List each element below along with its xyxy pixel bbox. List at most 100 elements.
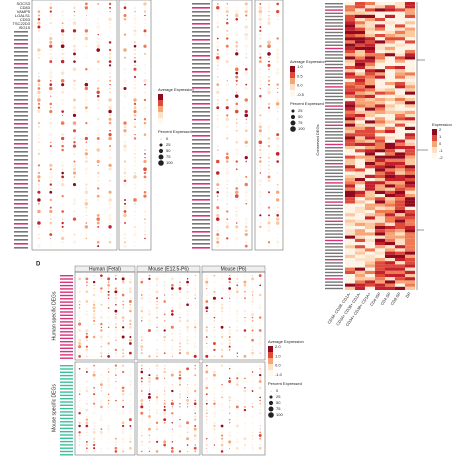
heat-cell [355, 162, 365, 166]
gene-label-line [192, 63, 210, 65]
dot [101, 425, 102, 427]
heat-cell [355, 251, 365, 255]
dot [259, 53, 262, 55]
heat-cell [395, 258, 405, 262]
gene-label-line [325, 243, 343, 245]
dot [101, 377, 102, 379]
dot [85, 49, 87, 51]
colorbar-tick: 0 [439, 141, 442, 146]
dot [93, 377, 95, 380]
dot [178, 342, 181, 345]
dot [140, 418, 143, 421]
dot [205, 443, 208, 447]
dot [123, 6, 127, 10]
dot [85, 339, 88, 342]
dot [107, 290, 110, 293]
dot [213, 393, 216, 396]
heat-cell [345, 286, 355, 290]
heat-cell [385, 69, 395, 73]
size-key [268, 412, 274, 418]
dot [121, 370, 125, 374]
heat-cell [365, 274, 375, 278]
dot [164, 387, 166, 389]
gene-label-line [60, 381, 73, 383]
dot [178, 339, 182, 342]
heat-cell [395, 66, 405, 70]
dot [251, 446, 254, 450]
dot [86, 441, 88, 443]
heat-cell [385, 267, 395, 271]
dot [49, 44, 53, 48]
legend-title: Percent Expressed [268, 381, 302, 386]
heat-cell [365, 94, 375, 98]
heat-cell [345, 8, 355, 12]
dot [144, 72, 146, 74]
dot [100, 434, 103, 437]
dot [276, 245, 279, 247]
dot [84, 136, 88, 141]
dot [194, 291, 196, 293]
dot [78, 408, 82, 412]
dot [93, 387, 95, 389]
dot [78, 367, 81, 370]
dot [171, 281, 173, 283]
dot [275, 240, 280, 245]
dot [79, 307, 81, 309]
dot [236, 339, 239, 342]
dot [156, 310, 159, 313]
dot [170, 373, 174, 377]
dot [228, 364, 231, 367]
dot [276, 206, 279, 209]
heat-cell [405, 14, 415, 18]
dot [243, 399, 247, 403]
dot [49, 145, 52, 148]
dot [179, 396, 181, 399]
dot [85, 335, 89, 339]
dot [48, 71, 53, 75]
dot [225, 179, 229, 183]
heat-cell [355, 245, 365, 249]
gene-label-line [325, 252, 343, 254]
dot [84, 36, 89, 41]
dot [72, 240, 77, 244]
heat-cell [385, 235, 395, 239]
dot [205, 345, 208, 348]
dot [236, 352, 238, 354]
gene-label-line [325, 76, 343, 78]
dot [60, 163, 65, 168]
heat-cell [355, 8, 365, 12]
gene-label-line [325, 54, 343, 56]
heat-cell [355, 210, 365, 214]
dot [155, 306, 159, 310]
gene-label-line [14, 111, 28, 113]
dot [216, 21, 220, 25]
gene-label-line [192, 103, 210, 105]
dot [115, 371, 117, 373]
dot [133, 137, 137, 140]
dot [60, 36, 65, 41]
dot [115, 303, 117, 306]
dot [144, 241, 146, 244]
dot [92, 280, 96, 284]
dot [107, 424, 110, 428]
dot [72, 129, 77, 133]
dot [228, 383, 231, 386]
dot [236, 377, 239, 380]
heat-cell [385, 30, 395, 34]
heat-cell [405, 88, 415, 92]
dot [276, 160, 279, 163]
heat-cell [395, 178, 405, 182]
dot [97, 118, 100, 121]
legend-title: Percent Expressed [158, 129, 192, 134]
heat-cell [345, 94, 355, 98]
dot [122, 303, 124, 306]
dot [115, 352, 117, 354]
dot [226, 41, 228, 43]
dot [114, 437, 117, 440]
dot [37, 186, 41, 190]
dot [259, 333, 261, 335]
dot [93, 402, 96, 405]
heat-cell [395, 280, 405, 284]
dot [179, 326, 181, 328]
dot [85, 21, 88, 25]
